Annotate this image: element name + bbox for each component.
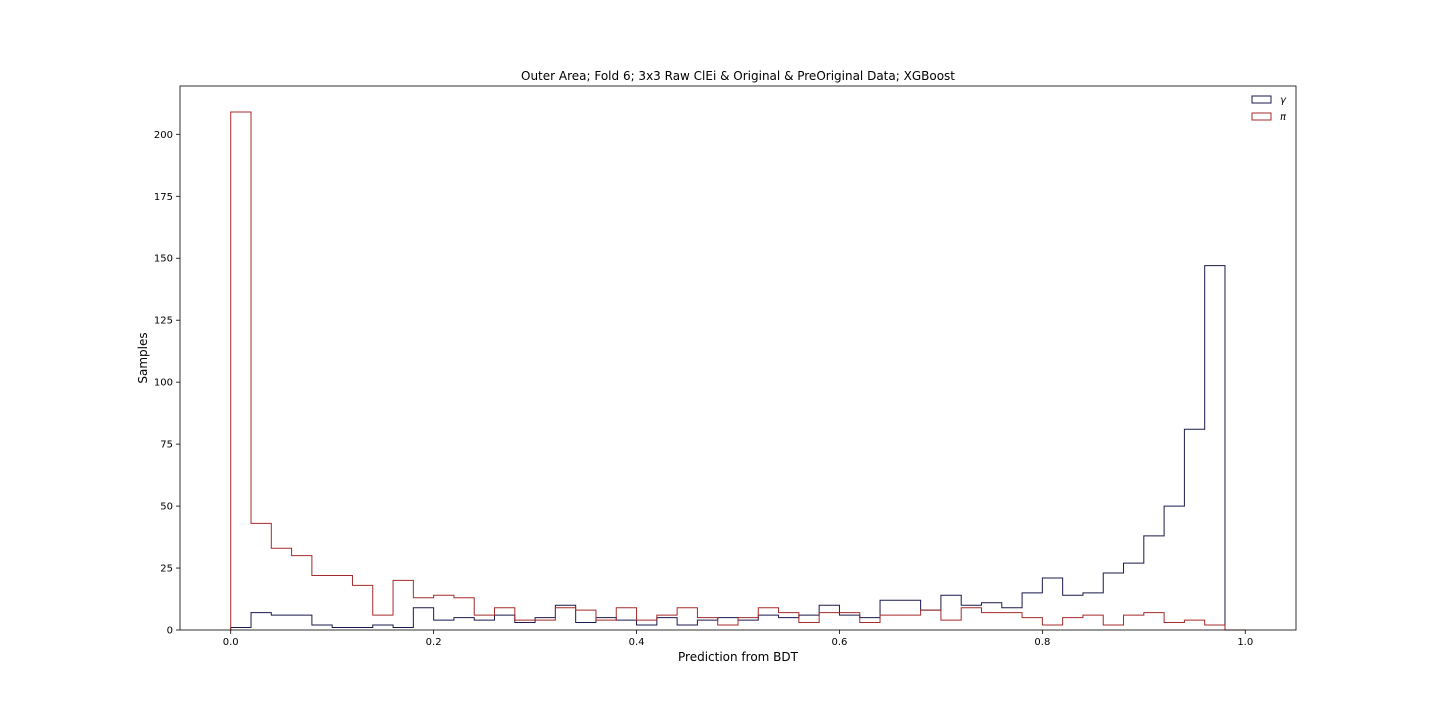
- y-tick-label: 50: [160, 502, 173, 513]
- y-tick-label: 100: [154, 378, 173, 389]
- x-tick-label: 0.0: [223, 637, 239, 648]
- x-axis-label: Prediction from BDT: [678, 650, 799, 664]
- x-axis: 0.0 0.2 0.4 0.6 0.8 1.0: [223, 630, 1253, 648]
- y-tick-label: 0: [167, 626, 173, 637]
- x-tick-label: 0.2: [426, 637, 442, 648]
- chart-title: Outer Area; Fold 6; 3x3 Raw ClEi & Origi…: [521, 69, 955, 83]
- y-axis: 0 25 50 75 100 125 150 175 200: [154, 130, 180, 637]
- x-tick-label: 0.4: [629, 637, 645, 648]
- y-tick-label: 125: [154, 316, 173, 327]
- x-tick-label: 1.0: [1237, 637, 1253, 648]
- legend-swatch: [1251, 95, 1272, 104]
- y-tick-label: 150: [154, 254, 173, 265]
- x-tick-label: 0.6: [832, 637, 848, 648]
- legend-swatch: [1251, 112, 1272, 121]
- plot-frame: [179, 85, 1297, 631]
- y-tick-label: 175: [154, 192, 173, 203]
- series-1-step-line: [230, 111, 1246, 631]
- legend-label: π: [1280, 112, 1287, 123]
- series-0-step-line: [230, 265, 1246, 631]
- legend-label: γ: [1280, 95, 1287, 106]
- y-tick-label: 25: [160, 564, 173, 575]
- legend: γπ: [1251, 95, 1287, 123]
- y-tick-label: 75: [160, 440, 173, 451]
- y-axis-label: Samples: [136, 332, 150, 383]
- y-tick-label: 200: [154, 130, 173, 141]
- x-tick-label: 0.8: [1034, 637, 1050, 648]
